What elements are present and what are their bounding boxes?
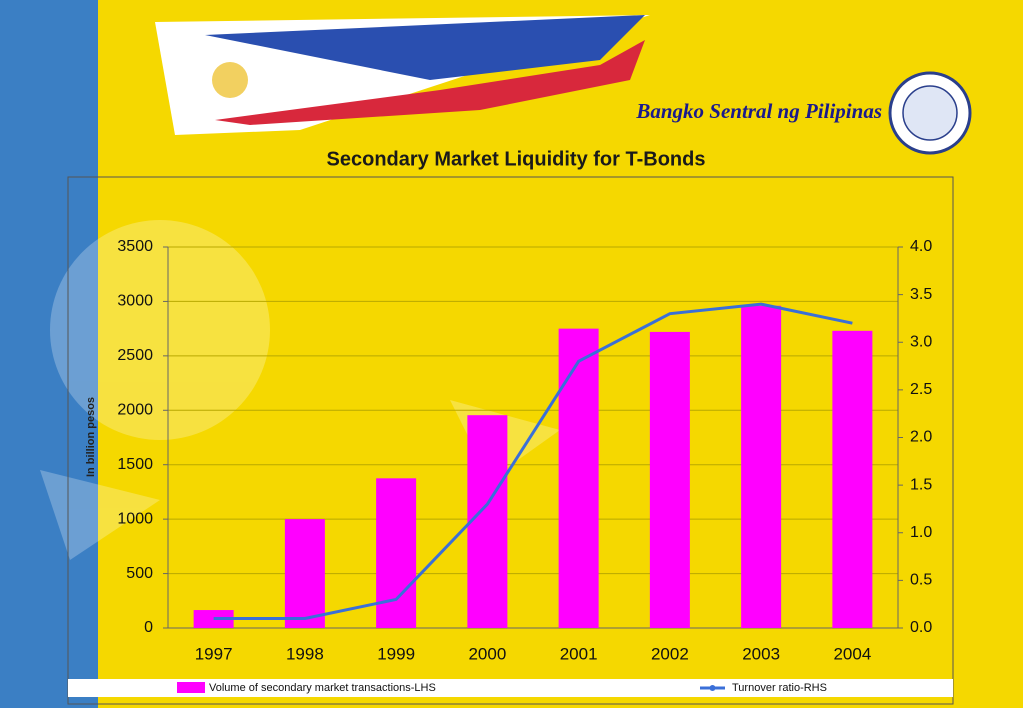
y2-tick-label: 2.0 — [910, 429, 932, 446]
flag-red — [215, 40, 645, 125]
header-title: Bangko Sentral ng Pilipinas — [635, 99, 882, 123]
legend-label: Turnover ratio-RHS — [732, 682, 827, 694]
y-tick-label: 0 — [144, 619, 153, 636]
x-tick-label: 2000 — [468, 644, 506, 663]
y-tick-label: 500 — [126, 565, 153, 582]
y-tick-label: 3500 — [117, 238, 153, 255]
flag-sun — [212, 62, 248, 98]
seal-inner — [902, 85, 958, 141]
legend-label: Volume of secondary market transactions-… — [209, 682, 436, 694]
bar — [649, 331, 690, 628]
x-tick-label: 2004 — [833, 644, 871, 663]
y2-tick-label: 2.5 — [910, 381, 932, 398]
flag-blue — [205, 15, 645, 80]
x-tick-label: 2002 — [651, 644, 689, 663]
y2-tick-label: 0.0 — [910, 619, 932, 636]
y-tick-label: 1500 — [117, 456, 153, 473]
bar — [832, 330, 873, 628]
y2-tick-label: 3.5 — [910, 286, 932, 303]
x-tick-label: 2001 — [560, 644, 598, 663]
y2-tick-label: 1.5 — [910, 476, 932, 493]
chart-title: Secondary Market Liquidity for T-Bonds — [327, 148, 706, 170]
chart: 0 500 1000 1500 2000 2500 3000 3500 0.0 0.5 1.0 1.5… — [117, 238, 932, 694]
bar — [467, 415, 508, 628]
bar — [376, 478, 417, 628]
y-tick-label: 2500 — [117, 347, 153, 364]
y2-tick-label: 3.0 — [910, 333, 932, 350]
y2-tick-label: 0.5 — [910, 572, 932, 589]
legend-marker — [709, 685, 716, 691]
x-tick-label: 2003 — [742, 644, 780, 663]
bar — [284, 519, 325, 628]
x-tick-label: 1997 — [195, 644, 233, 663]
legend-swatch — [177, 682, 205, 693]
y2-tick-label: 4.0 — [910, 238, 932, 255]
y-axis-label: In billion pesos — [85, 397, 97, 477]
line — [213, 302, 853, 620]
y2-tick-label: 1.0 — [910, 524, 932, 541]
x-tick-label: 1999 — [377, 644, 415, 663]
side-stripe — [0, 0, 98, 708]
x-tick-label: 1998 — [286, 644, 324, 663]
y-tick-label: 3000 — [117, 293, 153, 310]
bar — [558, 328, 599, 628]
bar — [741, 305, 782, 628]
y-tick-label: 1000 — [117, 510, 153, 527]
legend-box — [68, 679, 953, 697]
y-tick-label: 2000 — [117, 402, 153, 419]
chart-frame — [67, 176, 954, 705]
